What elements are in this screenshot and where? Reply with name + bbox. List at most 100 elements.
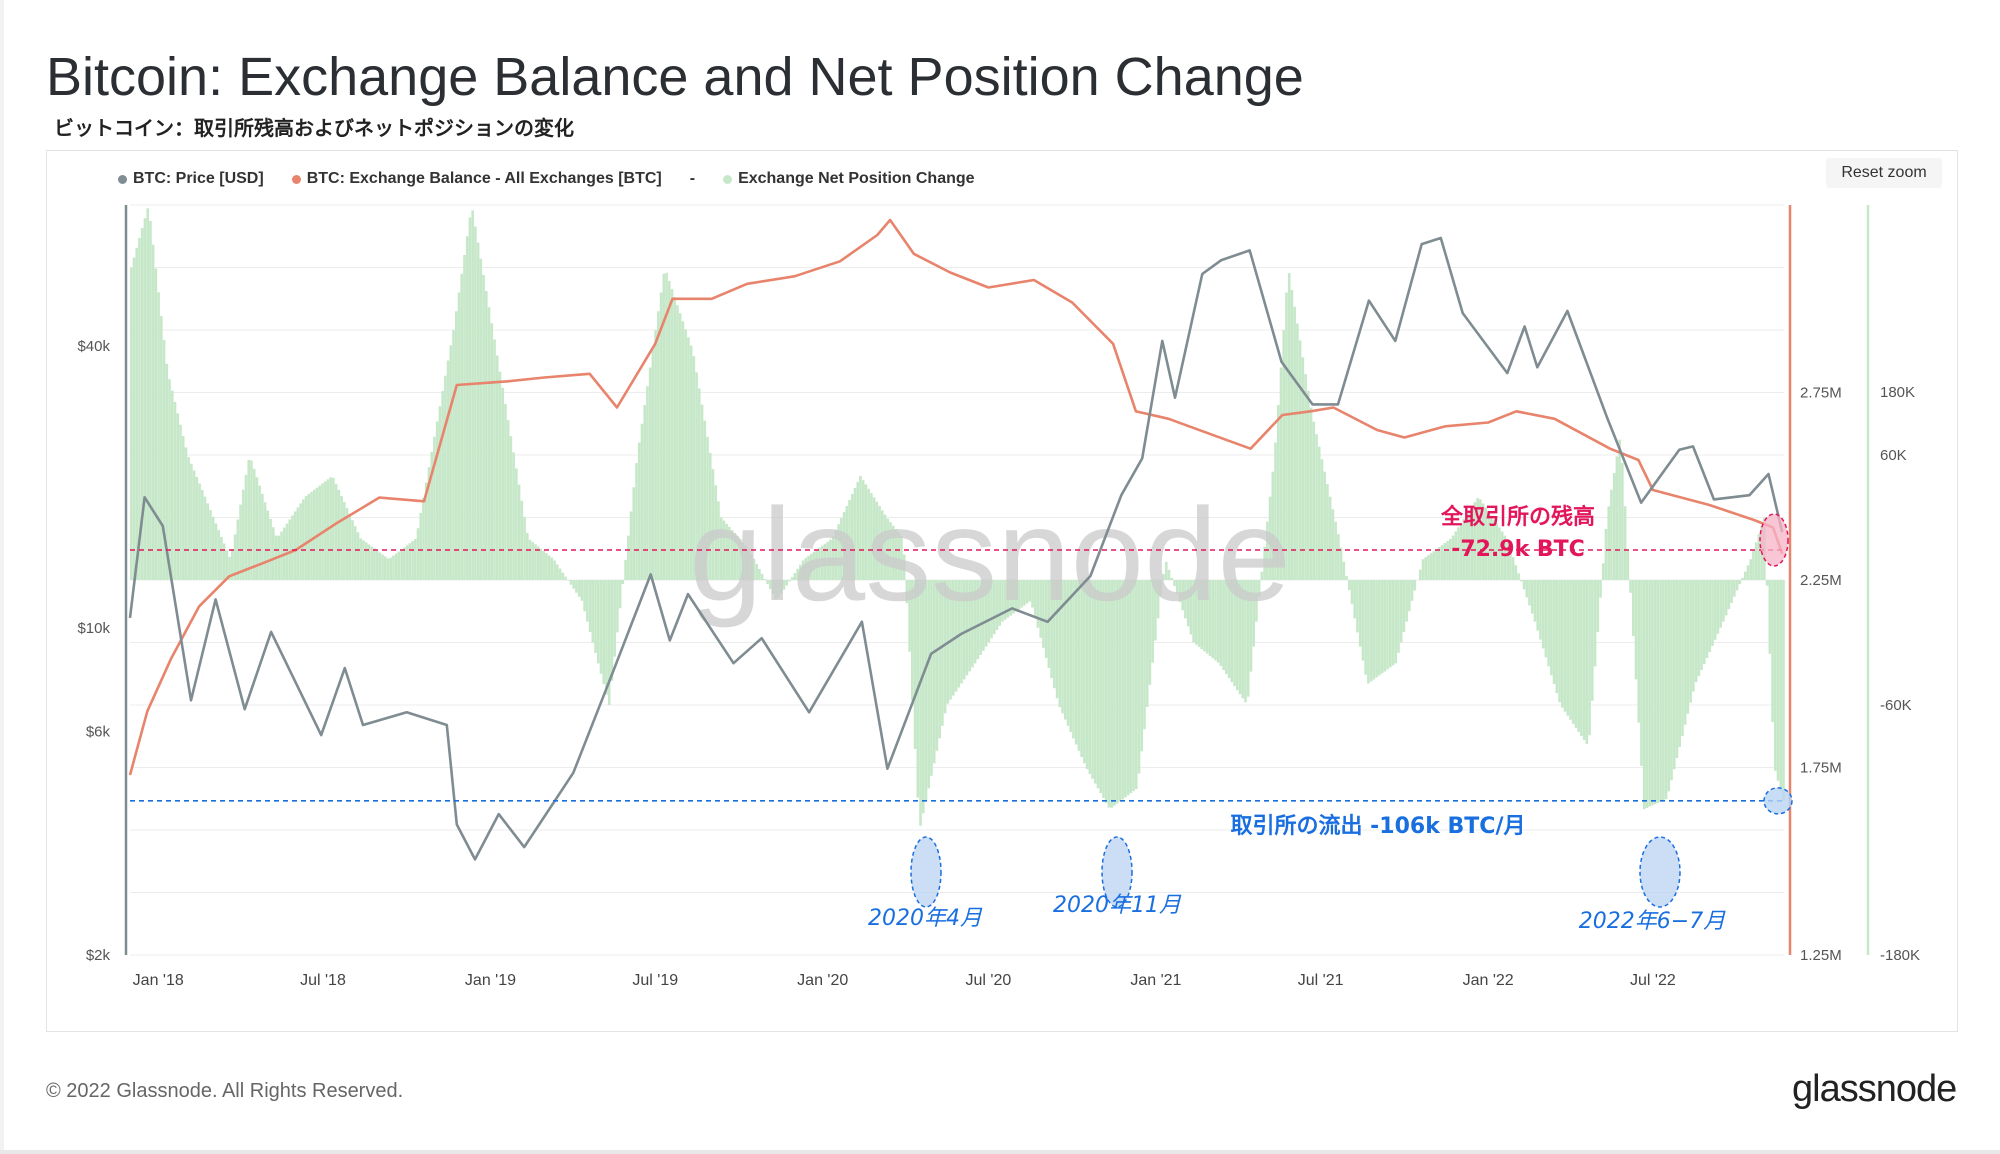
legend-item-netpos[interactable]: Exchange Net Position Change <box>723 170 975 188</box>
netpos-bar <box>1610 489 1613 580</box>
netpos-bar <box>241 489 245 580</box>
netpos-bar <box>834 530 838 580</box>
netpos-bar <box>637 442 641 580</box>
netpos-bar <box>556 564 559 580</box>
netpos-bar <box>1566 580 1570 716</box>
netpos-bar <box>493 339 496 580</box>
netpos-bar <box>474 226 477 580</box>
netpos-bar <box>1347 580 1351 591</box>
netpos-bar <box>1328 496 1332 580</box>
netpos-bar <box>362 540 365 580</box>
netpos-bar <box>1689 580 1692 703</box>
netpos-bar <box>613 580 616 657</box>
netpos-bar <box>566 580 570 581</box>
netpos-bar <box>1664 580 1668 800</box>
netpos-bar <box>1599 580 1602 598</box>
footer-copyright: © 2022 Glassnode. All Rights Reserved. <box>46 1080 404 1102</box>
netpos-bar <box>312 489 316 580</box>
netpos-bar <box>1080 580 1083 758</box>
netpos-bar <box>807 555 810 580</box>
legend-item-price[interactable]: BTC: Price [USD] <box>118 170 264 188</box>
netpos-bar <box>1334 521 1337 580</box>
netpos-bar <box>575 580 578 593</box>
x-tick-label: Jul '20 <box>966 972 1012 989</box>
netpos-bar <box>621 580 625 585</box>
netpos-bar <box>831 536 835 580</box>
netpos-bar <box>1730 580 1733 603</box>
netpos-bar <box>648 367 652 580</box>
netpos-bar <box>211 516 215 580</box>
balance-line <box>128 218 1784 776</box>
x-tick-label: Jul '22 <box>1630 972 1676 989</box>
netpos-bar <box>1230 580 1234 683</box>
netpos-bar <box>457 292 461 580</box>
netpos-bar <box>1757 534 1761 580</box>
netpos-bar <box>231 549 234 580</box>
netpos-bar <box>960 580 963 684</box>
netpos-bar <box>1039 580 1042 638</box>
netpos-bar <box>422 497 425 580</box>
netpos-bar <box>629 511 633 580</box>
netpos-bar <box>222 543 226 580</box>
netpos-bar <box>1154 580 1157 641</box>
netpos-bar <box>561 572 565 580</box>
event-highlight-ellipse <box>1639 836 1681 908</box>
netpos-bar <box>1765 580 1769 586</box>
netpos-bar <box>135 247 139 580</box>
netpos-bar <box>651 348 655 580</box>
netpos-bar <box>1099 580 1103 794</box>
netpos-bar <box>1683 580 1687 725</box>
netpos-bar <box>545 553 548 580</box>
netpos-bar <box>1364 580 1367 675</box>
netpos-bar <box>602 580 606 685</box>
legend-label-price: BTC: Price [USD] <box>133 170 264 187</box>
netpos-bar <box>605 580 608 695</box>
netpos-bar <box>1025 580 1029 604</box>
netpos-bar <box>943 580 947 714</box>
netpos-bar <box>932 580 936 764</box>
netpos-bar <box>730 530 734 580</box>
netpos-bar <box>1656 580 1660 803</box>
netpos-bar <box>1686 580 1690 714</box>
netpos-bar <box>168 379 171 580</box>
netpos-bar <box>1276 405 1280 580</box>
netpos-bar <box>859 475 862 580</box>
netpos-bar <box>1621 463 1624 580</box>
netpos-bar <box>954 580 958 692</box>
netpos-bar <box>130 267 133 580</box>
netpos-bar <box>392 555 395 580</box>
netpos-bar <box>837 524 840 580</box>
netpos-bar <box>1413 580 1417 591</box>
netpos-bar <box>665 272 668 580</box>
netpos-bar <box>1285 292 1288 580</box>
netpos-bar <box>468 217 472 580</box>
netpos-bar <box>296 507 300 580</box>
netpos-bar <box>790 577 794 580</box>
netpos-bar <box>1132 580 1135 792</box>
reset-zoom-button[interactable]: Reset zoom <box>1826 158 1942 188</box>
netpos-bar <box>501 387 504 580</box>
netpos-bar <box>1495 523 1499 580</box>
netpos-bar <box>785 580 789 586</box>
netpos-bar <box>1489 515 1493 580</box>
y-right-netpos-tick-label: -180K <box>1880 947 1920 964</box>
netpos-bar <box>1719 580 1722 628</box>
netpos-bar <box>476 242 480 581</box>
netpos-bar <box>856 481 860 580</box>
netpos-bar <box>801 560 805 580</box>
netpos-bar <box>1012 580 1015 614</box>
netpos-bar <box>861 480 865 580</box>
netpos-bar <box>722 520 726 580</box>
legend-item-balance[interactable]: BTC: Exchange Balance - All Exchanges [B… <box>291 170 662 188</box>
netpos-bar <box>192 470 196 580</box>
netpos-bar <box>1454 531 1458 580</box>
netpos-bar <box>1651 580 1654 806</box>
netpos-bar <box>179 424 182 580</box>
netpos-bar <box>594 580 597 653</box>
netpos-bar <box>845 506 849 580</box>
netpos-bar <box>1623 506 1627 580</box>
netpos-bar <box>733 533 737 580</box>
netpos-bar <box>1072 580 1075 739</box>
netpos-bar <box>703 420 707 580</box>
netpos-bar <box>1500 531 1504 580</box>
